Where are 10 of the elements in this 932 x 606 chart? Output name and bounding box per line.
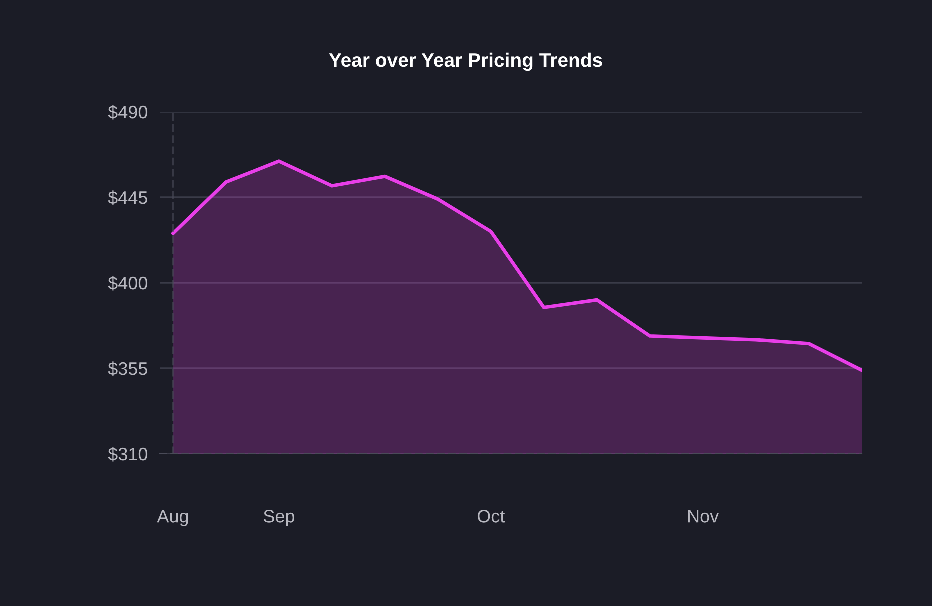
- x-tick-label: Aug: [157, 510, 188, 526]
- y-tick-label: $310: [108, 447, 148, 462]
- y-tick-label: $355: [108, 362, 148, 376]
- x-tick-label: Nov: [688, 510, 720, 523]
- x-tick-label: Sep: [264, 510, 295, 526]
- y-tick-label: $445: [108, 190, 148, 206]
- y-tick-label: $400: [108, 276, 148, 291]
- chart-title: Year over Year Pricing Trends: [329, 52, 602, 72]
- x-tick-label: Oct: [478, 510, 506, 523]
- y-tick-label: $490: [108, 105, 148, 120]
